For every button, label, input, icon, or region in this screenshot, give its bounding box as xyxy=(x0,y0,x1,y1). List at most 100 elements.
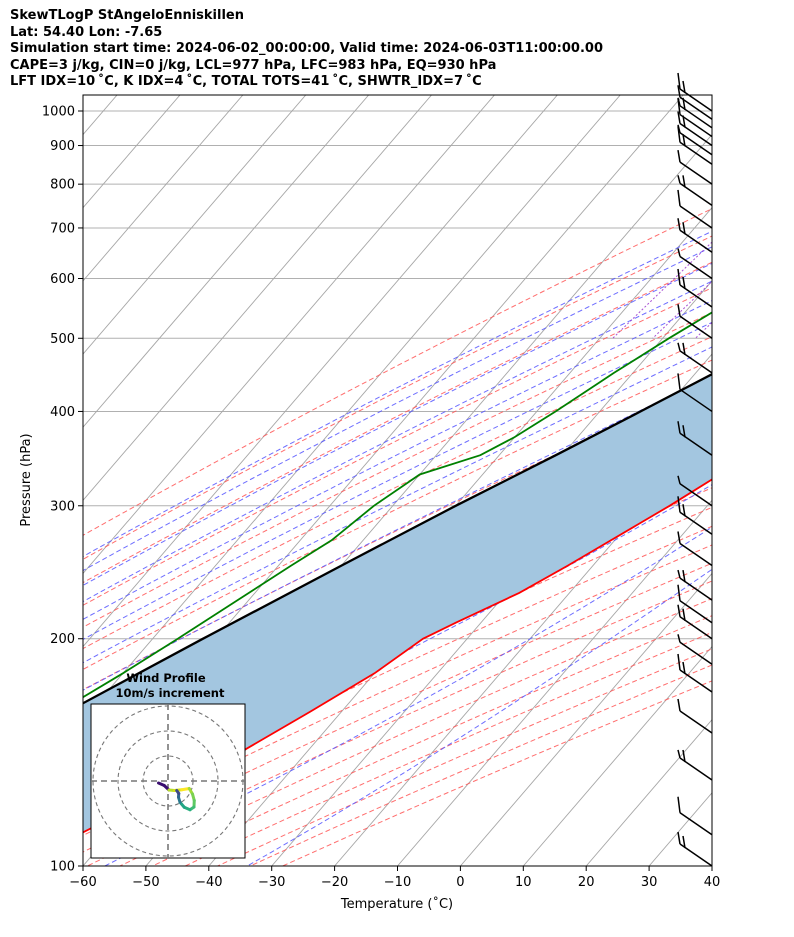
wind-barb xyxy=(677,373,713,413)
x-tick-label: 30 xyxy=(641,875,658,890)
wind-barb xyxy=(677,150,713,185)
moist-adiabat xyxy=(83,230,712,558)
y-tick-label: 700 xyxy=(50,221,75,236)
wind-barb xyxy=(677,749,713,781)
inset-title: Wind Profile xyxy=(126,671,206,685)
isotherm-line xyxy=(522,645,712,866)
isotherm-line xyxy=(585,719,712,866)
x-tick-label: −20 xyxy=(321,875,348,890)
y-tick-label: 900 xyxy=(50,139,75,154)
x-tick-label: 10 xyxy=(515,875,532,890)
wind-barb xyxy=(677,604,713,640)
temperature-profile-line xyxy=(83,478,712,834)
wind-barb xyxy=(677,569,713,601)
dry-adiabat xyxy=(83,506,712,803)
wind-barb xyxy=(677,634,713,665)
wind-barb xyxy=(677,653,713,693)
wind-barb xyxy=(677,268,713,308)
wind-barbs xyxy=(677,72,713,867)
wind-barb xyxy=(677,218,713,253)
isobar-grid xyxy=(83,110,712,866)
mixing-ratio-line xyxy=(695,321,712,339)
dry-adiabat xyxy=(83,544,712,837)
isotherm-line xyxy=(775,95,794,866)
wind-barb xyxy=(677,72,713,112)
y-axis: 1000 900 800 700 600 500 400 300 200 100 xyxy=(42,104,83,875)
x-tick-label: 20 xyxy=(578,875,595,890)
y-tick-label: 500 xyxy=(50,332,75,347)
y-tick-label: 600 xyxy=(50,272,75,287)
time-line: Simulation start time: 2024-06-02_00:00:… xyxy=(10,41,603,56)
wind-barb xyxy=(677,124,713,156)
y-tick-label: 1000 xyxy=(42,104,75,119)
moist-adiabat xyxy=(83,280,712,603)
y-tick-label: 300 xyxy=(50,499,75,514)
x-axis-label: Temperature (˚C) xyxy=(340,896,453,912)
isotherm-line xyxy=(711,865,712,866)
dry-adiabat xyxy=(83,208,712,536)
moist-adiabat xyxy=(104,526,712,866)
dewpoint-profile-line xyxy=(83,311,712,699)
wind-barb xyxy=(677,111,713,147)
mixing-ratio-line xyxy=(756,95,794,338)
dry-adiabat xyxy=(83,336,712,650)
wind-profile-inset: Wind Profile 10m/s increment xyxy=(90,671,246,859)
isotherm-line xyxy=(83,95,432,501)
chart-header: SkewTLogP StAngeloEnniskillen Lat: 54.40… xyxy=(10,8,603,91)
profiles xyxy=(83,311,712,834)
wind-barb xyxy=(677,97,713,129)
wind-barb xyxy=(677,831,713,867)
x-tick-label: −10 xyxy=(384,875,411,890)
wind-barb xyxy=(677,531,713,567)
hodograph-segment xyxy=(175,789,181,795)
x-tick-label: 40 xyxy=(704,875,721,890)
x-tick-label: −50 xyxy=(132,875,159,890)
dry-adiabat xyxy=(83,359,712,670)
cape-line: CAPE=3 j/kg, CIN=0 j/kg, LCL=977 hPa, LF… xyxy=(10,57,497,73)
moist-adiabat xyxy=(83,484,712,815)
wind-barb xyxy=(677,421,713,456)
wind-barb xyxy=(677,698,713,734)
moist-adiabat xyxy=(83,300,712,620)
isotherm-line xyxy=(83,95,621,721)
parcel-profile-line xyxy=(83,372,712,705)
wind-barb xyxy=(677,304,713,339)
isotherm-line xyxy=(83,95,370,428)
wind-barb xyxy=(677,496,713,535)
moist-adiabat xyxy=(83,374,712,691)
wind-barb xyxy=(677,584,713,624)
indices-line: LFT IDX=10 ˚C, K IDX=4 ˚C, TOTAL TOTS=41… xyxy=(10,74,482,89)
hodograph-ring xyxy=(117,730,219,832)
y-tick-label: 100 xyxy=(50,860,75,875)
isotherm-line xyxy=(83,95,495,575)
x-tick-label: −60 xyxy=(69,875,96,890)
x-tick-label: −30 xyxy=(258,875,285,890)
x-axis: −60 −50 −40 −30 −20 −10 0 10 20 30 40 xyxy=(69,866,720,890)
wind-barb xyxy=(677,175,713,206)
isotherm-line xyxy=(83,95,307,355)
chart-title: SkewTLogP StAngeloEnniskillen xyxy=(10,8,244,23)
mixing-ratio-line xyxy=(652,280,712,339)
wind-barb xyxy=(677,248,713,280)
wind-barb xyxy=(677,126,713,165)
isotherm-line xyxy=(460,572,712,866)
isotherm-line xyxy=(83,95,244,282)
wind-barb xyxy=(677,475,713,507)
y-tick-label: 800 xyxy=(50,178,75,193)
x-tick-label: 0 xyxy=(456,875,464,890)
y-tick-label: 400 xyxy=(50,405,75,420)
dry-adiabat xyxy=(83,525,712,820)
mixing-ratio-lines xyxy=(612,95,794,339)
inset-subtitle: 10m/s increment xyxy=(116,686,225,700)
wind-barb xyxy=(677,98,713,138)
wind-barb xyxy=(677,342,713,374)
isotherm-line xyxy=(397,499,712,866)
y-axis-label: Pressure (hPa) xyxy=(19,433,34,526)
dry-adiabat xyxy=(83,287,712,606)
wind-barb xyxy=(677,796,713,836)
y-tick-label: 200 xyxy=(50,632,75,647)
wind-barb xyxy=(677,189,713,229)
isotherm-line xyxy=(83,95,558,648)
location-line: Lat: 54.40 Lon: -7.65 xyxy=(10,24,163,40)
